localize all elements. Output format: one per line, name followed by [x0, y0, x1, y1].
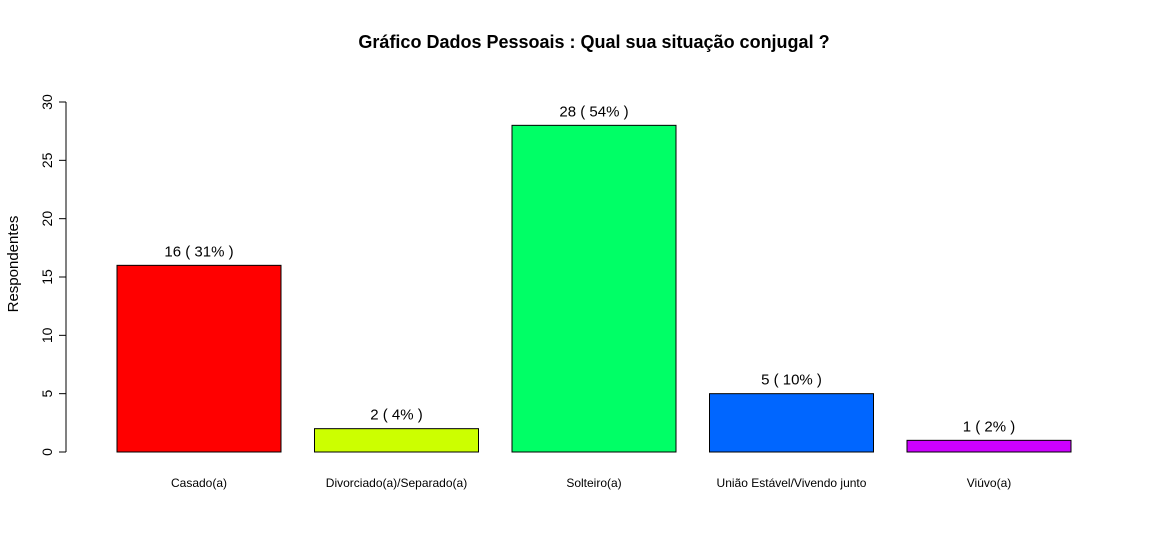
bar-data-label: 16 ( 31% ) — [164, 243, 233, 260]
chart-title: Gráfico Dados Pessoais : Qual sua situaç… — [358, 32, 829, 52]
y-axis: 0 5 10 15 20 25 30 — [39, 94, 67, 456]
y-tick-label: 30 — [39, 94, 55, 110]
y-tick-label: 20 — [39, 211, 55, 227]
bar-data-label: 1 ( 2% ) — [963, 418, 1016, 435]
bar — [906, 439, 1072, 453]
bar-data-label: 2 ( 4% ) — [370, 407, 423, 424]
bar — [709, 393, 874, 453]
y-tick-label: 10 — [39, 327, 55, 343]
bar-data-label: 5 ( 10% ) — [761, 372, 822, 389]
y-tick-label: 5 — [39, 390, 55, 398]
category-label: Viúvo(a) — [967, 476, 1011, 490]
bar — [116, 264, 282, 453]
bars-group — [116, 124, 1072, 453]
y-tick-label: 0 — [39, 448, 55, 456]
bar — [314, 428, 479, 453]
data-labels-group: 16 ( 31% ) 2 ( 4% ) 28 ( 54% ) 5 ( 10% ) 1 (… — [164, 103, 1015, 435]
bar — [511, 124, 677, 453]
y-tick-label: 25 — [39, 152, 55, 168]
category-label: Casado(a) — [171, 476, 227, 490]
category-label: União Estável/Vivendo junto — [717, 476, 867, 490]
category-label: Divorciado(a)/Separado(a) — [326, 476, 467, 490]
y-tick-label: 15 — [39, 269, 55, 285]
bar-data-label: 28 ( 54% ) — [559, 103, 628, 120]
category-label: Solteiro(a) — [566, 476, 621, 490]
y-axis-label: Respondentes — [5, 216, 22, 313]
category-labels-group: Casado(a) Divorciado(a)/Separado(a) Soltei… — [171, 476, 1011, 490]
